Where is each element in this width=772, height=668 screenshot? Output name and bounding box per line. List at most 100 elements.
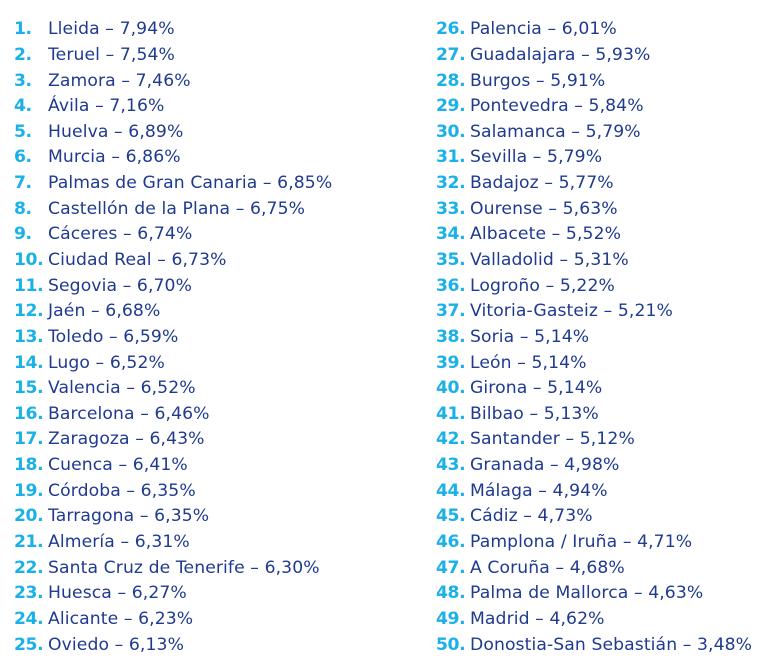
city-rate-label: Soria – 5,14% (470, 326, 590, 347)
city-rate-label: Cuenca – 6,41% (48, 455, 188, 476)
city-rate-label: Salamanca – 5,79% (470, 121, 641, 142)
rank-number: 23. (14, 583, 44, 604)
list-item: 43. Granada – 4,98% (436, 453, 772, 479)
city-rate-label: Guadalajara – 5,93% (470, 44, 651, 65)
rank-number: 47. (436, 557, 466, 578)
rank-number: 18. (14, 455, 44, 476)
rank-number: 22. (14, 557, 44, 578)
rank-number: 43. (436, 455, 466, 476)
list-item: 45. Cádiz – 4,73% (436, 504, 772, 530)
list-item: 21. Almería – 6,31% (14, 530, 424, 556)
rank-number: 6. (14, 147, 32, 168)
ranking-column-left: 1. Lleida – 7,94% 2. Teruel – 7,54% 3. Zamora… (14, 17, 424, 658)
rank-number: 16. (14, 403, 44, 424)
rank-number: 20. (14, 506, 44, 527)
list-item: 6. Murcia – 6,86% (14, 145, 424, 171)
list-item: 39. León – 5,14% (436, 350, 772, 376)
list-item: 37. Vitoria-Gasteiz – 5,21% (436, 299, 772, 325)
rank-number: 7. (14, 173, 32, 194)
rank-number: 9. (14, 224, 32, 245)
list-item: 41. Bilbao – 5,13% (436, 402, 772, 428)
rank-number: 8. (14, 198, 32, 219)
rank-number: 24. (14, 608, 44, 629)
rank-number: 33. (436, 198, 466, 219)
rank-number: 13. (14, 326, 44, 347)
city-rate-label: Sevilla – 5,79% (470, 147, 603, 168)
rank-number: 38. (436, 326, 466, 347)
city-rate-label: Albacete – 5,52% (470, 224, 622, 245)
list-item: 48. Palma de Mallorca – 4,63% (436, 581, 772, 607)
city-rate-label: Huesca – 6,27% (48, 583, 187, 604)
city-rate-label: Barcelona – 6,46% (48, 403, 210, 424)
rank-number: 32. (436, 173, 466, 194)
city-rate-label: Ciudad Real – 6,73% (48, 249, 227, 270)
list-item: 14. Lugo – 6,52% (14, 350, 424, 376)
rank-number: 29. (436, 96, 466, 117)
rank-number: 30. (436, 121, 466, 142)
city-rate-label: Lugo – 6,52% (48, 352, 165, 373)
rank-number: 42. (436, 429, 466, 450)
list-item: 3. Zamora – 7,46% (14, 68, 424, 94)
rank-number: 4. (14, 96, 32, 117)
rank-number: 41. (436, 403, 466, 424)
list-item: 13. Toledo – 6,59% (14, 325, 424, 351)
rank-number: 28. (436, 70, 466, 91)
rank-number: 3. (14, 70, 32, 91)
list-item: 19. Córdoba – 6,35% (14, 479, 424, 505)
rank-number: 48. (436, 583, 466, 604)
city-rate-label: Girona – 5,14% (470, 378, 603, 399)
city-rate-label: A Coruña – 4,68% (470, 557, 625, 578)
list-item: 17. Zaragoza – 6,43% (14, 427, 424, 453)
list-item: 42. Santander – 5,12% (436, 427, 772, 453)
rank-number: 35. (436, 249, 466, 270)
list-item: 40. Girona – 5,14% (436, 376, 772, 402)
city-rate-label: Huelva – 6,89% (48, 121, 184, 142)
city-rate-label: Cáceres – 6,74% (48, 224, 193, 245)
city-rate-label: Palencia – 6,01% (470, 19, 617, 40)
list-item: 34. Albacete – 5,52% (436, 222, 772, 248)
rank-number: 27. (436, 44, 466, 65)
rank-number: 10. (14, 249, 44, 270)
city-rate-label: Tarragona – 6,35% (48, 506, 210, 527)
rank-number: 26. (436, 19, 466, 40)
rank-number: 31. (436, 147, 466, 168)
rank-number: 49. (436, 608, 466, 629)
city-rate-label: Toledo – 6,59% (48, 326, 179, 347)
city-rate-label: Jaén – 6,68% (48, 301, 161, 322)
list-item: 22. Santa Cruz de Tenerife – 6,30% (14, 555, 424, 581)
city-rate-label: Madrid – 4,62% (470, 608, 605, 629)
list-item: 33. Ourense – 5,63% (436, 196, 772, 222)
city-rate-label: Granada – 4,98% (470, 455, 620, 476)
city-rate-label: Palma de Mallorca – 4,63% (470, 583, 704, 604)
city-rate-label: Pontevedra – 5,84% (470, 96, 644, 117)
rank-number: 19. (14, 480, 44, 501)
list-item: 50. Donostia-San Sebastián – 3,48% (436, 632, 772, 658)
city-rate-label: Almería – 6,31% (48, 532, 190, 553)
city-rate-label: Donostia-San Sebastián – 3,48% (470, 634, 753, 655)
city-rate-label: Oviedo – 6,13% (48, 634, 184, 655)
list-item: 30. Salamanca – 5,79% (436, 120, 772, 146)
city-rate-label: Alicante – 6,23% (48, 608, 194, 629)
rank-number: 14. (14, 352, 44, 373)
city-rate-label: Córdoba – 6,35% (48, 480, 196, 501)
list-item: 12. Jaén – 6,68% (14, 299, 424, 325)
rank-number: 44. (436, 480, 466, 501)
city-rate-label: Pamplona / Iruña – 4,71% (470, 532, 693, 553)
rank-number: 15. (14, 378, 44, 399)
city-rate-label: Málaga – 4,94% (470, 480, 608, 501)
city-rate-label: Burgos – 5,91% (470, 70, 606, 91)
city-rate-label: Murcia – 6,86% (48, 147, 181, 168)
list-item: 27. Guadalajara – 5,93% (436, 43, 772, 69)
list-item: 4. Ávila – 7,16% (14, 94, 424, 120)
list-item: 23. Huesca – 6,27% (14, 581, 424, 607)
list-item: 9. Cáceres – 6,74% (14, 222, 424, 248)
rank-number: 50. (436, 634, 466, 655)
city-rate-label: Teruel – 7,54% (48, 44, 175, 65)
city-rate-label: Valencia – 6,52% (48, 378, 196, 399)
list-item: 1. Lleida – 7,94% (14, 17, 424, 43)
list-item: 7. Palmas de Gran Canaria – 6,85% (14, 171, 424, 197)
city-rate-label: Zamora – 7,46% (48, 70, 191, 91)
rank-number: 1. (14, 19, 32, 40)
list-item: 18. Cuenca – 6,41% (14, 453, 424, 479)
city-rate-label: Santa Cruz de Tenerife – 6,30% (48, 557, 320, 578)
